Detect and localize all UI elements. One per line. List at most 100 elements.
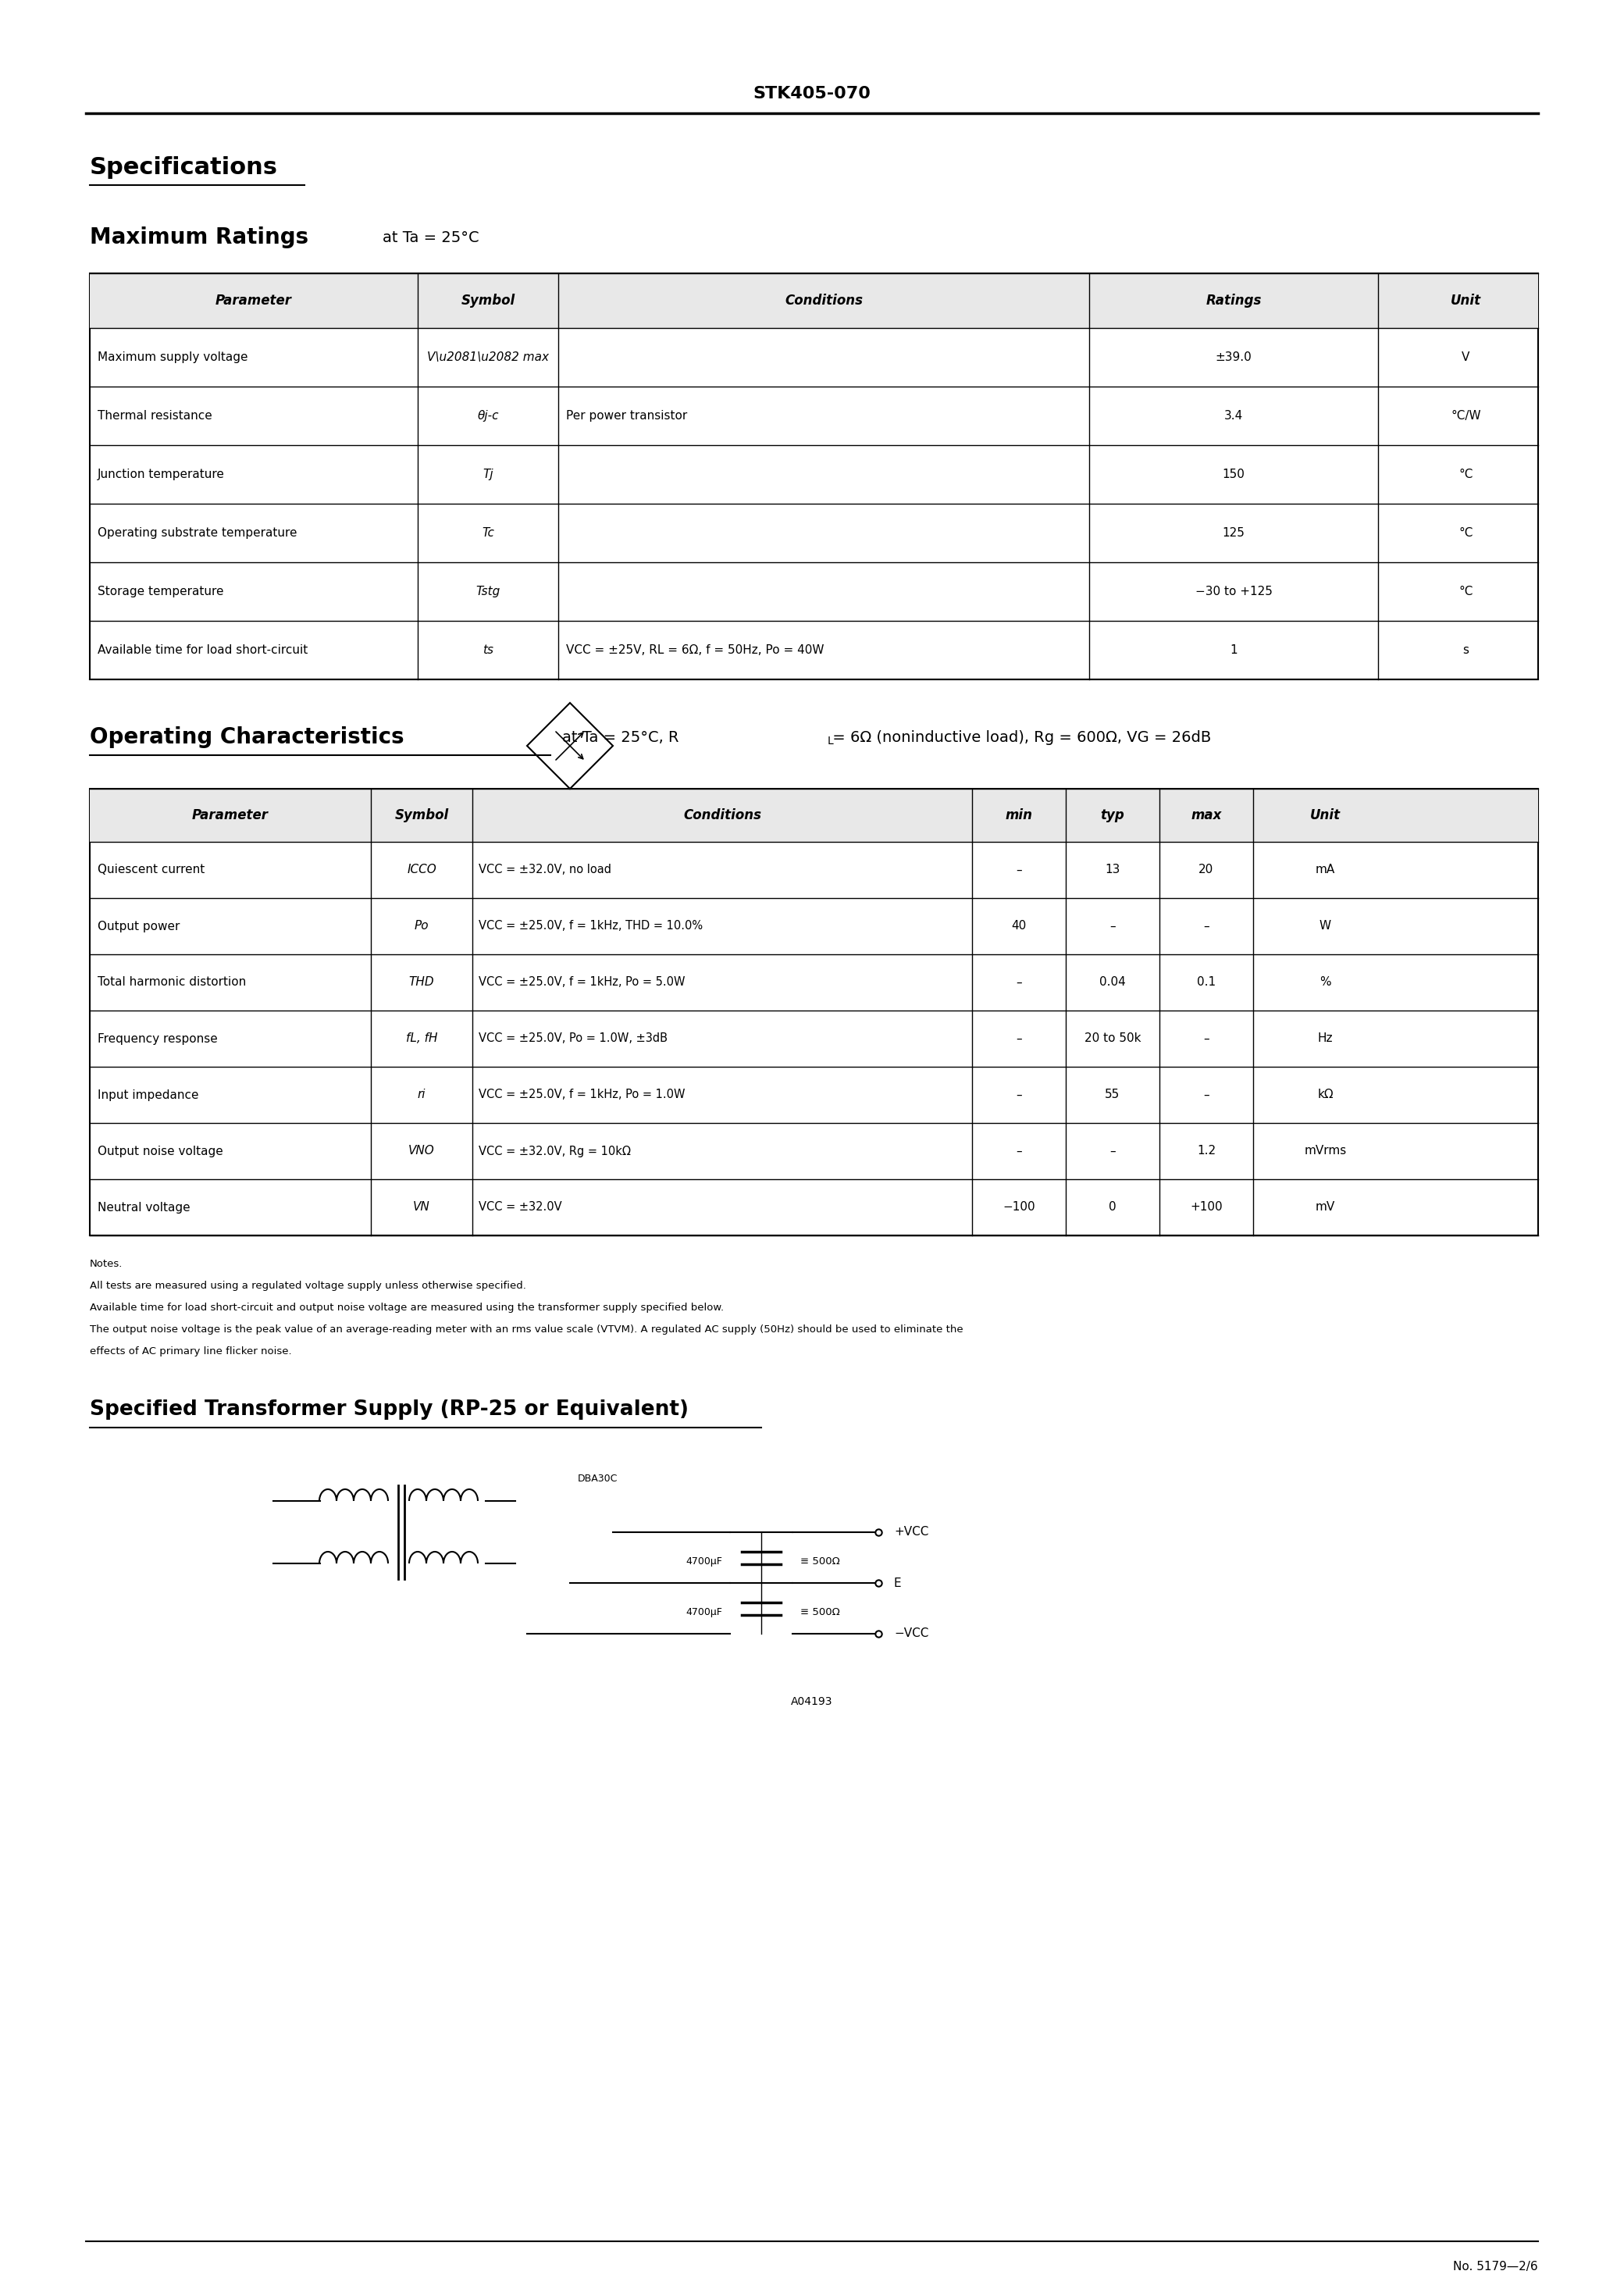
Text: –: – <box>1017 1089 1021 1100</box>
Text: Notes.: Notes. <box>89 1260 123 1269</box>
Text: 0.1: 0.1 <box>1197 977 1216 989</box>
Text: Hz: Hz <box>1317 1032 1333 1046</box>
Text: Unit: Unit <box>1311 809 1341 822</box>
Text: Maximum supply voltage: Maximum supply voltage <box>97 351 248 362</box>
Text: Parameter: Parameter <box>216 294 292 308</box>
Text: ≡ 500Ω: ≡ 500Ω <box>801 1608 840 1617</box>
Text: VCC = ±32.0V: VCC = ±32.0V <box>479 1201 562 1214</box>
Text: 1.2: 1.2 <box>1197 1146 1216 1157</box>
Text: 13: 13 <box>1104 863 1121 875</box>
Text: at Ta = 25°C, R: at Ta = 25°C, R <box>562 731 679 745</box>
Text: 0: 0 <box>1109 1201 1116 1214</box>
Text: Output power: Output power <box>97 920 180 932</box>
Text: THD: THD <box>409 977 434 989</box>
Text: θj-c: θj-c <box>477 410 499 421</box>
Text: Neutral voltage: Neutral voltage <box>97 1201 190 1214</box>
Text: –: – <box>1203 920 1210 932</box>
Text: Conditions: Conditions <box>784 294 862 308</box>
Bar <box>89 273 1538 328</box>
Text: Frequency response: Frequency response <box>97 1032 218 1046</box>
Text: −100: −100 <box>1002 1201 1034 1214</box>
Text: Specifications: Specifications <box>89 157 278 180</box>
Text: −VCC: −VCC <box>893 1629 929 1640</box>
Text: VCC = ±25.0V, f = 1kHz, Po = 1.0W: VCC = ±25.0V, f = 1kHz, Po = 1.0W <box>479 1089 685 1100</box>
Text: –: – <box>1109 920 1116 932</box>
Text: 20 to 50k: 20 to 50k <box>1085 1032 1142 1046</box>
Text: = 6Ω (noninductive load), Rg = 600Ω, VG = 26dB: = 6Ω (noninductive load), Rg = 600Ω, VG … <box>828 731 1212 745</box>
Text: VNO: VNO <box>409 1146 435 1157</box>
Text: DBA30C: DBA30C <box>578 1474 617 1483</box>
Text: ≡ 500Ω: ≡ 500Ω <box>801 1556 840 1567</box>
Text: Conditions: Conditions <box>684 809 762 822</box>
Text: %: % <box>1320 977 1332 989</box>
Text: VCC = ±25.0V, f = 1kHz, THD = 10.0%: VCC = ±25.0V, f = 1kHz, THD = 10.0% <box>479 920 703 932</box>
Text: 55: 55 <box>1104 1089 1121 1100</box>
Text: effects of AC primary line flicker noise.: effects of AC primary line flicker noise… <box>89 1346 292 1355</box>
Text: VCC = ±25.0V, f = 1kHz, Po = 5.0W: VCC = ±25.0V, f = 1kHz, Po = 5.0W <box>479 977 685 989</box>
Text: 4700μF: 4700μF <box>685 1556 723 1567</box>
Text: Total harmonic distortion: Total harmonic distortion <box>97 977 247 989</box>
Text: V\u2081\u2082 max: V\u2081\u2082 max <box>427 351 549 362</box>
Bar <box>89 788 1538 1235</box>
Text: Symbol: Symbol <box>395 809 448 822</box>
Text: mA: mA <box>1315 863 1335 875</box>
Text: Thermal resistance: Thermal resistance <box>97 410 213 421</box>
Text: Storage temperature: Storage temperature <box>97 585 224 597</box>
Text: min: min <box>1005 809 1033 822</box>
Text: Input impedance: Input impedance <box>97 1089 198 1100</box>
Text: Quiescent current: Quiescent current <box>97 863 205 875</box>
Text: ri: ri <box>417 1089 425 1100</box>
Text: STK405-070: STK405-070 <box>754 87 870 103</box>
Bar <box>89 273 1538 679</box>
Text: –: – <box>1203 1089 1210 1100</box>
Text: 4700μF: 4700μF <box>685 1608 723 1617</box>
Text: Maximum Ratings: Maximum Ratings <box>89 226 309 248</box>
Text: +VCC: +VCC <box>893 1526 929 1538</box>
Text: −30 to +125: −30 to +125 <box>1195 585 1272 597</box>
Text: ±39.0: ±39.0 <box>1215 351 1252 362</box>
Text: Available time for load short-circuit: Available time for load short-circuit <box>97 645 309 656</box>
Text: VCC = ±32.0V, Rg = 10kΩ: VCC = ±32.0V, Rg = 10kΩ <box>479 1146 630 1157</box>
Text: Available time for load short-circuit and output noise voltage are measured usin: Available time for load short-circuit an… <box>89 1303 724 1312</box>
Text: VCC = ±25.0V, Po = 1.0W, ±3dB: VCC = ±25.0V, Po = 1.0W, ±3dB <box>479 1032 667 1046</box>
Text: typ: typ <box>1101 809 1124 822</box>
Text: ICCO: ICCO <box>408 863 437 875</box>
Text: V: V <box>1462 351 1470 362</box>
Text: Tj: Tj <box>482 469 494 481</box>
Text: 150: 150 <box>1223 469 1246 481</box>
Text: –: – <box>1017 1146 1021 1157</box>
Text: Operating Characteristics: Operating Characteristics <box>89 727 404 747</box>
Text: W: W <box>1319 920 1332 932</box>
Text: All tests are measured using a regulated voltage supply unless otherwise specifi: All tests are measured using a regulated… <box>89 1280 526 1292</box>
Text: kΩ: kΩ <box>1317 1089 1333 1100</box>
Text: VN: VN <box>412 1201 430 1214</box>
Text: s: s <box>1463 645 1470 656</box>
Text: –: – <box>1017 863 1021 875</box>
Text: 20: 20 <box>1199 863 1213 875</box>
Text: Unit: Unit <box>1450 294 1481 308</box>
Text: +100: +100 <box>1190 1201 1223 1214</box>
Text: mV: mV <box>1315 1201 1335 1214</box>
Text: Po: Po <box>414 920 429 932</box>
Text: Junction temperature: Junction temperature <box>97 469 224 481</box>
Text: –: – <box>1017 1032 1021 1046</box>
Text: Specified Transformer Supply (RP-25 or Equivalent): Specified Transformer Supply (RP-25 or E… <box>89 1399 689 1419</box>
Bar <box>89 788 1538 843</box>
Text: fL, fH: fL, fH <box>406 1032 437 1046</box>
Text: at Ta = 25°C: at Ta = 25°C <box>383 230 479 246</box>
Text: 40: 40 <box>1012 920 1026 932</box>
Text: Symbol: Symbol <box>461 294 515 308</box>
Text: Per power transistor: Per power transistor <box>567 410 687 421</box>
Text: VCC = ±32.0V, no load: VCC = ±32.0V, no load <box>479 863 611 875</box>
Text: VCC = ±25V, RL = 6Ω, f = 50Hz, Po = 40W: VCC = ±25V, RL = 6Ω, f = 50Hz, Po = 40W <box>567 645 823 656</box>
Text: max: max <box>1190 809 1221 822</box>
Text: E: E <box>893 1576 901 1588</box>
Text: °C/W: °C/W <box>1450 410 1481 421</box>
Text: –: – <box>1017 977 1021 989</box>
Text: A04193: A04193 <box>791 1697 833 1706</box>
Text: –: – <box>1109 1146 1116 1157</box>
Text: Output noise voltage: Output noise voltage <box>97 1146 222 1157</box>
Text: °C: °C <box>1458 469 1473 481</box>
Text: Tc: Tc <box>482 526 494 540</box>
Text: 3.4: 3.4 <box>1224 410 1242 421</box>
